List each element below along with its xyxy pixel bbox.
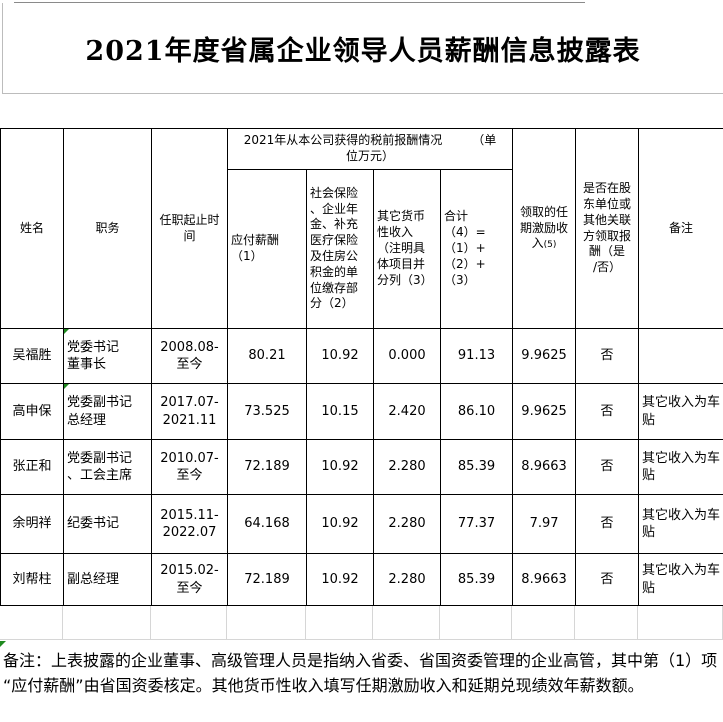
cell-position: 纪委书记 <box>63 494 152 554</box>
cell-shareholder: 否 <box>575 439 640 495</box>
grid-cell <box>63 606 151 639</box>
cell-total: 86.10 <box>439 383 514 440</box>
cell-tenure: 2015.02- 至今 <box>151 553 228 606</box>
table-row: 刘帮柱 副总经理 2015.02- 至今 72.189 10.92 2.280 … <box>0 553 723 606</box>
col-header-position: 职务 <box>63 128 152 329</box>
cell-payable: 80.21 <box>227 328 307 384</box>
col-header-total: 合计 （4）= （1）+ （2）+ （3） <box>439 169 514 329</box>
cell-insurance: 10.15 <box>306 383 374 440</box>
grid-cell <box>575 606 638 639</box>
cell-payable: 72.189 <box>227 439 307 495</box>
grid-cell <box>373 606 440 639</box>
col-header-tenure: 任职起止时 间 <box>151 128 228 329</box>
cell-shareholder: 否 <box>575 494 640 554</box>
col-header-insurance: 社会保险 、企业年 金、补充 医疗保险 及住房公 积金的单 位缴存部 分（2） <box>306 169 374 329</box>
cell-insurance: 10.92 <box>306 328 374 384</box>
cell-name: 刘帮柱 <box>0 553 64 606</box>
cell-remark <box>638 328 723 384</box>
cell-shareholder: 否 <box>575 553 640 606</box>
cell-payable: 64.168 <box>227 494 307 554</box>
cell-tenure: 2008.08- 至今 <box>151 328 228 384</box>
salary-disclosure-table: 姓名 职务 任职起止时 间 2021年从本公司获得的税前报酬情况 （单 位万元）… <box>0 128 723 606</box>
comment-flag-icon <box>64 329 69 334</box>
cell-insurance: 10.92 <box>306 439 374 495</box>
header-row-group: 姓名 职务 任职起止时 间 2021年从本公司获得的税前报酬情况 （单 位万元）… <box>0 128 723 329</box>
top-rule <box>14 2 585 3</box>
grid-cell <box>306 606 373 639</box>
table-row: 余明祥 纪委书记 2015.11- 2022.07 64.168 10.92 2… <box>0 494 723 554</box>
cell-remark: 其它收入为车 贴 <box>638 553 723 606</box>
grid-cell <box>227 606 306 639</box>
cell-position-text: 党委副书记 总经理 <box>67 395 133 428</box>
cell-name: 张正和 <box>0 439 64 495</box>
cell-incentive: 8.9663 <box>512 439 577 495</box>
table-row: 吴福胜 党委书记 董事长 2008.08- 至今 80.21 10.92 0.0… <box>0 328 723 384</box>
footnote-text: 备注：上表披露的企业董事、高级管理人员是指纳入省委、省国资委管理的企业高管，其中… <box>3 651 718 695</box>
comment-flag-icon <box>0 641 6 647</box>
col-header-name: 姓名 <box>0 128 64 329</box>
table-row: 张正和 党委副书记 、工会主席 2010.07- 至今 72.189 10.92… <box>0 439 723 495</box>
grid-cell <box>638 606 723 639</box>
cell-incentive: 8.9663 <box>512 553 577 606</box>
grid-cell <box>440 606 512 639</box>
cell-other-income: 2.280 <box>373 553 441 606</box>
cell-payable: 73.525 <box>227 383 307 440</box>
cell-other-income: 2.280 <box>373 494 441 554</box>
col-header-shareholder-pay: 是否在股 东单位或 其他关联 方领取报 酬（是 /否） <box>575 128 640 329</box>
footnote-ref-5: (5) <box>543 240 557 251</box>
cell-incentive: 9.9625 <box>512 328 577 384</box>
col-header-other-income: 其它货币 性收入 （注明具 体项目并 分列（3） <box>373 169 441 329</box>
col-header-payable: 应付薪酬 （1） <box>227 169 307 329</box>
table-row: 高申保 党委副书记 总经理 2017.07- 2021.11 73.525 10… <box>0 383 723 440</box>
cell-remark: 其它收入为车 贴 <box>638 494 723 554</box>
cell-tenure: 2010.07- 至今 <box>151 439 228 495</box>
cell-remark: 其它收入为车 贴 <box>638 383 723 440</box>
cell-total: 85.39 <box>439 439 514 495</box>
cell-position: 副总经理 <box>63 553 152 606</box>
cell-name: 高申保 <box>0 383 64 440</box>
col-header-pretax-group: 2021年从本公司获得的税前报酬情况 （单 位万元） <box>226 128 514 170</box>
cell-position: 党委副书记 总经理 <box>63 383 152 440</box>
cell-position-text: 党委书记 董事长 <box>67 339 120 372</box>
cell-shareholder: 否 <box>575 328 640 384</box>
cell-position: 党委副书记 、工会主席 <box>63 439 152 495</box>
cell-remark: 其它收入为车 贴 <box>638 439 723 495</box>
cell-insurance: 10.92 <box>306 494 374 554</box>
empty-grid-row <box>0 606 723 640</box>
cell-other-income: 2.420 <box>373 383 441 440</box>
cell-name: 吴福胜 <box>0 328 64 384</box>
cell-payable: 72.189 <box>227 553 307 606</box>
cell-total: 85.39 <box>439 553 514 606</box>
title-block: 2021年度省属企业领导人员薪酬信息披露表 <box>2 3 723 94</box>
cell-position: 党委书记 董事长 <box>63 328 152 384</box>
cell-name: 余明祥 <box>0 494 64 554</box>
cell-tenure: 2015.11- 2022.07 <box>151 494 228 554</box>
cell-incentive: 7.97 <box>512 494 577 554</box>
cell-total: 91.13 <box>439 328 514 384</box>
col-header-remark: 备注 <box>638 128 723 329</box>
incentive-label: 领取的任 期激励收 入 <box>520 204 569 251</box>
grid-cell <box>0 606 63 639</box>
page-title: 2021年度省属企业领导人员薪酬信息披露表 <box>85 35 641 67</box>
cell-shareholder: 否 <box>575 383 640 440</box>
grid-cell <box>512 606 575 639</box>
col-header-incentive: 领取的任 期激励收 入(5) <box>512 128 577 329</box>
cell-other-income: 0.000 <box>373 328 441 384</box>
cell-total: 77.37 <box>439 494 514 554</box>
grid-cell <box>151 606 227 639</box>
cell-insurance: 10.92 <box>306 553 374 606</box>
cell-tenure: 2017.07- 2021.11 <box>151 383 228 440</box>
cell-incentive: 9.9625 <box>512 383 577 440</box>
header-row-sub: 应付薪酬 （1） 社会保险 、企业年 金、补充 医疗保险 及住房公 积金的单 位… <box>1 169 723 329</box>
comment-flag-icon <box>64 384 69 389</box>
cell-other-income: 2.280 <box>373 439 441 495</box>
